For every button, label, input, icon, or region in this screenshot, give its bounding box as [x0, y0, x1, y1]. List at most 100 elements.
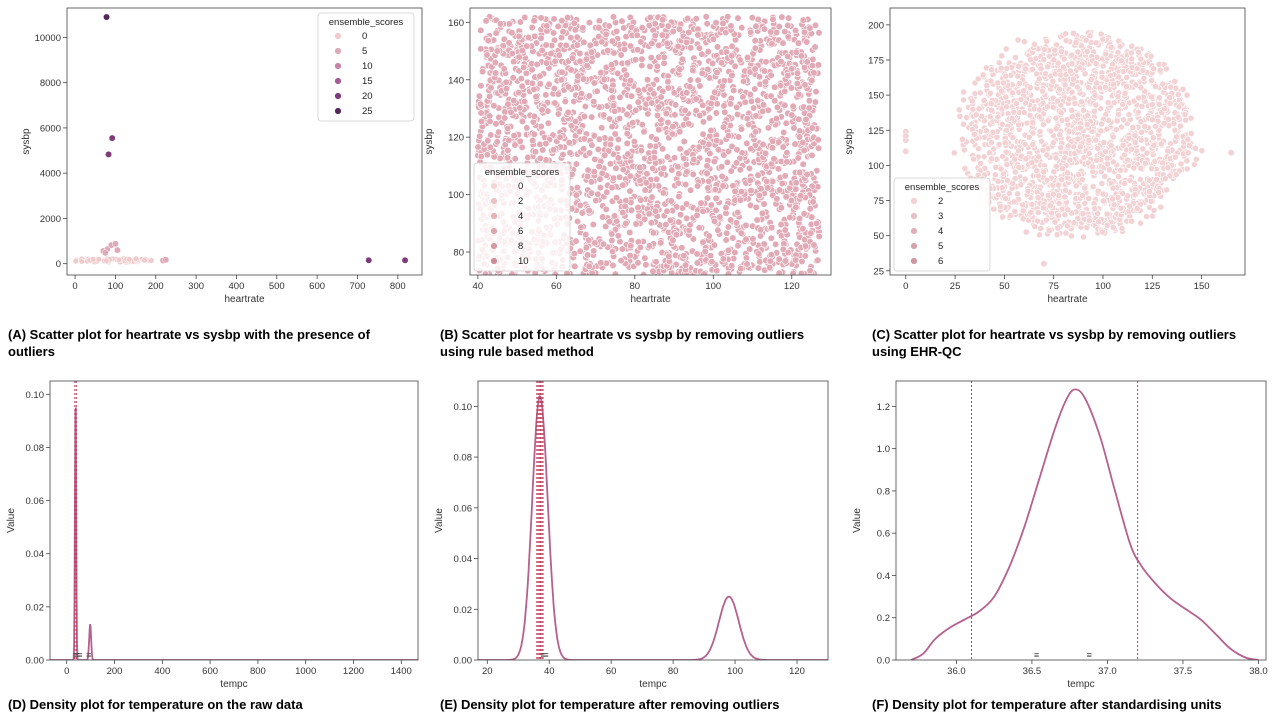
- scatter-point: [792, 179, 800, 187]
- scatter-point: [479, 68, 487, 76]
- scatter-point: [491, 58, 499, 67]
- y-tick-label: 0.10: [26, 390, 45, 401]
- scatter-point: [1093, 156, 1101, 164]
- scatter-point: [680, 137, 688, 146]
- scatter-point: [781, 226, 789, 234]
- scatter-point: [792, 48, 800, 56]
- scatter-point: [980, 97, 988, 104]
- scatter-point: [642, 179, 650, 187]
- caption-c: (C) Scatter plot for heartrate vs sysbp …: [872, 327, 1237, 359]
- scatter-point: [761, 149, 770, 157]
- scatter-point: [736, 56, 744, 64]
- scatter-point: [508, 270, 516, 275]
- scatter-point: [698, 69, 706, 77]
- scatter-point: [1106, 166, 1113, 174]
- legend-marker: [910, 227, 918, 235]
- scatter-point: [591, 239, 599, 247]
- scatter-point: [616, 93, 624, 101]
- scatter-point: [1070, 29, 1077, 37]
- scatter-point: [490, 153, 498, 161]
- scatter-point: [647, 219, 656, 227]
- scatter-point: [971, 130, 978, 138]
- scatter-point: [1015, 163, 1023, 171]
- scatter-point: [510, 96, 518, 105]
- scatter-point: [1109, 133, 1117, 141]
- scatter-point: [1135, 48, 1142, 56]
- scatter-point: [689, 66, 697, 75]
- scatter-point: [650, 90, 658, 98]
- scatter-point: [1166, 94, 1174, 101]
- scatter-point: [742, 221, 750, 230]
- scatter-point: [1042, 216, 1050, 224]
- scatter-point: [1094, 187, 1102, 195]
- scatter-point: [683, 149, 691, 157]
- scatter-point: [799, 160, 807, 168]
- scatter-point: [555, 51, 563, 59]
- scatter-point: [1179, 85, 1187, 93]
- scatter-point: [1029, 141, 1037, 148]
- scatter-point: [1076, 64, 1084, 72]
- scatter-point: [602, 222, 610, 231]
- scatter-point: [588, 141, 596, 149]
- scatter-point: [1034, 217, 1042, 225]
- scatter-point: [734, 14, 742, 22]
- scatter-point: [608, 236, 616, 245]
- rug-mark: ≡: [1034, 650, 1039, 660]
- scatter-point: [564, 83, 573, 91]
- scatter-point: [660, 164, 668, 172]
- scatter-point: [1124, 156, 1132, 164]
- scatter-point: [504, 124, 512, 133]
- scatter-point: [728, 71, 736, 80]
- legend-marker: [334, 62, 342, 70]
- scatter-point: [574, 217, 582, 226]
- scatter-point: [608, 184, 616, 192]
- scatter-point: [1022, 155, 1030, 163]
- scatter-point: [712, 109, 720, 117]
- scatter-point: [708, 59, 717, 68]
- scatter-point: [671, 101, 680, 109]
- scatter-point: [655, 41, 663, 49]
- x-tick-label: 400: [154, 666, 170, 677]
- scatter-point: [1033, 167, 1041, 175]
- scatter-point: [737, 265, 745, 273]
- scatter-point: [724, 13, 732, 21]
- scatter-point: [1068, 88, 1076, 96]
- scatter-point: [682, 261, 690, 269]
- scatter-point: [960, 96, 967, 104]
- y-tick-label: 0.0: [877, 656, 890, 667]
- scatter-point: [615, 114, 624, 123]
- scatter-point: [620, 24, 628, 32]
- scatter-point: [770, 155, 778, 163]
- scatter-point: [1065, 95, 1073, 103]
- scatter-point: [776, 81, 785, 90]
- scatter-point: [614, 69, 622, 77]
- scatter-point: [791, 26, 800, 35]
- scatter-point: [775, 138, 783, 146]
- scatter-point: [1128, 42, 1136, 50]
- scatter-point: [580, 75, 588, 83]
- scatter-point: [772, 240, 780, 248]
- scatter-point: [1149, 134, 1157, 142]
- scatter-point: [597, 259, 605, 267]
- scatter-point: [1147, 52, 1155, 60]
- scatter-point: [781, 257, 790, 265]
- scatter-point: [1055, 199, 1063, 207]
- scatter-point: [626, 187, 634, 195]
- scatter-point: [605, 218, 613, 226]
- scatter-point: [764, 124, 773, 132]
- scatter-point: [562, 41, 570, 49]
- scatter-point: [1139, 145, 1147, 153]
- scatter-point: [1119, 101, 1127, 108]
- scatter-point: [502, 85, 511, 93]
- scatter-point: [743, 53, 752, 62]
- scatter-point: [994, 178, 1002, 185]
- scatter-point: [1174, 113, 1182, 121]
- scatter-point: [1117, 166, 1125, 174]
- scatter-point: [798, 257, 806, 266]
- scatter-point: [808, 213, 816, 221]
- plot-C: 0 25 50 75 100 125 150255075100125150175200hea…: [844, 7, 1246, 305]
- scatter-point: [814, 256, 822, 264]
- scatter-point: [756, 258, 764, 266]
- scatter-point: [659, 16, 667, 24]
- scatter-point: [718, 172, 726, 180]
